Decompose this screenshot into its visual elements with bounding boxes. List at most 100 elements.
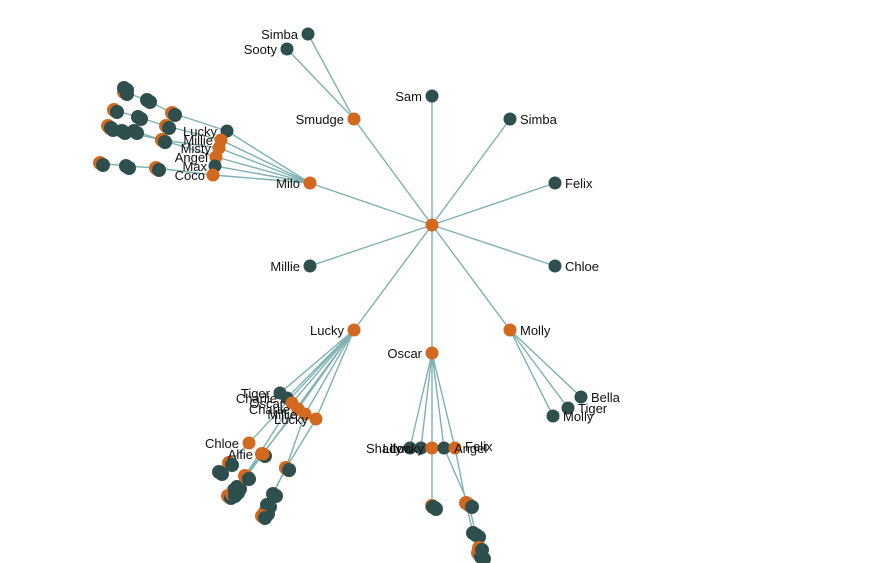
node-label-lucky-chloe: Chloe xyxy=(205,436,239,451)
deep-node xyxy=(429,502,443,516)
deep-node xyxy=(130,126,144,140)
node-label-oscar-shadow: Shadow xyxy=(366,441,414,456)
node-label-lucky: Lucky xyxy=(310,323,344,338)
node-milo-coco xyxy=(206,168,220,182)
link-lucky-lucky-tiger xyxy=(279,329,355,394)
deep-link xyxy=(285,418,317,469)
node-label-milo-millie: Millie xyxy=(183,133,213,148)
link-milo-milo-millie xyxy=(220,139,311,184)
node-label-milo-coco: Coco xyxy=(175,168,205,183)
deep-node xyxy=(231,486,245,500)
node-simba1 xyxy=(503,112,517,126)
node-label-oscar-lucky: Lucky xyxy=(390,441,424,456)
node-label-oscar-lily: Lily xyxy=(382,441,402,456)
node-label-milo-misty: Misty xyxy=(181,141,212,156)
node-label-milo-max: Max xyxy=(182,159,207,174)
node-felix1 xyxy=(548,176,562,190)
link-molly-bella xyxy=(509,329,582,398)
node-oscar-felix xyxy=(448,441,462,455)
deep-link xyxy=(285,413,306,469)
link-lucky-lucky-lucky xyxy=(315,329,355,420)
node-molly2 xyxy=(546,409,560,423)
deep-node xyxy=(96,158,110,172)
node-root xyxy=(425,218,439,232)
deep-node xyxy=(134,112,148,126)
node-label-felix1: Felix xyxy=(565,176,593,191)
deep-node xyxy=(465,500,479,514)
node-label-simba2: Simba xyxy=(261,27,299,42)
node-label-bella: Bella xyxy=(591,390,621,405)
node-label-milo: Milo xyxy=(276,176,300,191)
deep-node xyxy=(162,121,176,135)
node-label-oscar: Oscar xyxy=(387,346,422,361)
node-oscar-lily xyxy=(403,441,417,455)
node-label-chloe1: Chloe xyxy=(565,259,599,274)
node-label-tiger1: Tiger xyxy=(578,401,608,416)
node-tiger1 xyxy=(561,401,575,415)
node-lucky-alfie xyxy=(256,447,270,461)
link-root-millie1 xyxy=(309,224,433,267)
deep-node xyxy=(143,95,157,109)
link-root-milo xyxy=(309,182,433,226)
link-root-simba1 xyxy=(431,118,511,226)
link-lucky-lucky-oscar xyxy=(291,329,355,404)
deep-node xyxy=(104,121,118,135)
deep-node xyxy=(168,108,182,122)
node-label-milo-lucky: Lucky xyxy=(183,124,217,139)
link-lucky-lucky-chloe xyxy=(248,329,355,444)
node-label-lucky-tiger: Tiger xyxy=(241,386,271,401)
node-chloe1 xyxy=(548,259,562,273)
deep-node xyxy=(242,472,256,486)
link-root-smudge xyxy=(353,118,433,226)
link-root-felix1 xyxy=(431,182,556,226)
deep-node xyxy=(152,163,166,177)
deep-node xyxy=(110,105,124,119)
labels-layer: SamSimbaFelixChloeMollyOscarLuckyMillieM… xyxy=(175,27,621,462)
link-milo-milo-misty xyxy=(218,147,311,184)
deep-link xyxy=(261,408,299,455)
deep-node xyxy=(158,135,172,149)
node-lucky-chloe xyxy=(242,436,256,450)
deep-link xyxy=(443,447,470,506)
node-lucky-millie xyxy=(298,407,312,421)
node-lucky xyxy=(347,323,361,337)
link-molly-tiger1 xyxy=(509,329,569,409)
link-smudge-simba2 xyxy=(307,33,355,120)
node-label-lucky-lucky: Lucky xyxy=(274,412,308,427)
deep-node xyxy=(215,467,229,481)
link-milo-milo-lucky xyxy=(226,130,311,184)
deep-links-layer xyxy=(99,88,482,558)
node-sooty xyxy=(280,42,294,56)
node-label-molly2: Molly xyxy=(563,409,594,424)
deep-node xyxy=(225,458,239,472)
node-label-milo-angel: Angel xyxy=(175,150,208,165)
link-milo-milo-coco xyxy=(212,174,311,184)
node-label-sooty: Sooty xyxy=(244,42,278,57)
node-label-oscar-angel: Angel xyxy=(454,441,487,456)
node-oscar xyxy=(425,346,439,360)
node-label-lucky-charlie: Charlie xyxy=(236,391,277,406)
link-oscar-oscar-angel xyxy=(431,352,445,449)
nodes-layer xyxy=(206,27,588,461)
deep-node xyxy=(475,543,489,557)
link-oscar-oscar-lily xyxy=(409,352,433,449)
link-root-molly xyxy=(431,224,511,331)
node-label-oscar-felix: Felix xyxy=(465,439,493,454)
deep-node xyxy=(282,463,296,477)
deep-link xyxy=(244,402,293,477)
node-sam xyxy=(425,89,439,103)
link-smudge-sooty xyxy=(286,48,355,120)
deep-node xyxy=(263,500,277,514)
link-molly-molly2 xyxy=(509,329,554,417)
node-label-simba1: Simba xyxy=(520,112,558,127)
node-label-smudge: Smudge xyxy=(296,112,344,127)
node-molly xyxy=(503,323,517,337)
link-oscar-oscar-shadow xyxy=(420,352,433,449)
deep-node xyxy=(258,511,272,525)
node-label-molly: Molly xyxy=(520,323,551,338)
node-lucky-lucky xyxy=(309,412,323,426)
node-bella xyxy=(574,390,588,404)
node-simba2 xyxy=(301,27,315,41)
deep-node xyxy=(118,126,132,140)
